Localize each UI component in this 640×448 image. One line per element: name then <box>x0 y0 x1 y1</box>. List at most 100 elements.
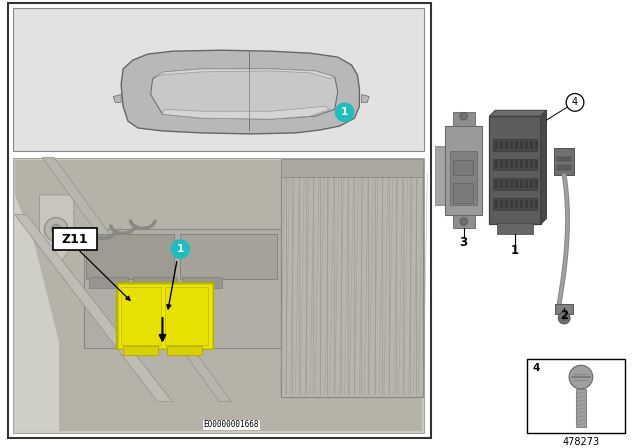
Circle shape <box>558 312 570 324</box>
Bar <box>493 159 536 170</box>
Bar <box>530 200 532 208</box>
Circle shape <box>566 94 584 111</box>
Bar <box>520 180 523 188</box>
Circle shape <box>569 365 593 389</box>
Circle shape <box>51 224 61 234</box>
Bar <box>525 180 528 188</box>
Bar <box>576 389 586 427</box>
Bar <box>510 141 513 149</box>
Bar <box>534 200 538 208</box>
Bar <box>505 160 508 168</box>
Bar <box>493 198 536 210</box>
Bar <box>435 146 447 205</box>
Bar <box>554 148 574 175</box>
Bar <box>495 180 498 188</box>
Bar <box>490 116 541 224</box>
Bar <box>534 180 538 188</box>
Bar <box>118 284 212 348</box>
Polygon shape <box>15 215 172 402</box>
Polygon shape <box>163 106 330 119</box>
Bar <box>495 200 498 208</box>
Bar <box>557 156 571 161</box>
Polygon shape <box>541 110 547 224</box>
Polygon shape <box>362 95 369 103</box>
Bar <box>530 160 532 168</box>
Bar <box>13 8 424 151</box>
Text: 1: 1 <box>341 107 348 117</box>
Text: 4: 4 <box>532 363 540 373</box>
FancyBboxPatch shape <box>53 228 97 250</box>
Bar <box>530 141 532 149</box>
Circle shape <box>44 218 68 241</box>
Polygon shape <box>155 69 335 79</box>
Bar <box>515 141 518 149</box>
Bar <box>500 180 503 188</box>
Bar <box>453 215 475 228</box>
Bar <box>520 200 523 208</box>
Bar <box>15 160 422 431</box>
Bar <box>117 283 212 349</box>
Text: 3: 3 <box>460 236 468 249</box>
Bar <box>534 141 538 149</box>
Bar <box>86 234 174 279</box>
Circle shape <box>170 239 190 259</box>
Bar <box>165 287 208 345</box>
Bar <box>84 229 280 348</box>
Bar <box>453 160 472 175</box>
Bar <box>525 141 528 149</box>
Bar <box>515 160 518 168</box>
Bar <box>510 160 513 168</box>
Bar <box>515 180 518 188</box>
Bar <box>525 160 528 168</box>
Polygon shape <box>121 50 360 134</box>
Polygon shape <box>150 69 338 119</box>
Text: 1: 1 <box>511 244 519 257</box>
Bar <box>493 139 536 151</box>
Bar <box>495 160 498 168</box>
Bar <box>453 112 475 126</box>
Bar <box>88 277 128 289</box>
Bar <box>168 345 202 355</box>
Bar <box>182 277 221 289</box>
Bar <box>520 160 523 168</box>
Polygon shape <box>490 110 547 116</box>
Text: 2: 2 <box>560 309 568 322</box>
Circle shape <box>460 112 468 120</box>
Bar <box>500 200 503 208</box>
Bar <box>280 159 424 177</box>
Polygon shape <box>113 95 121 103</box>
Bar <box>280 170 424 397</box>
Bar <box>495 141 498 149</box>
Bar <box>13 158 424 433</box>
Bar <box>497 223 532 234</box>
Bar <box>500 160 503 168</box>
Bar <box>515 200 518 208</box>
Bar <box>510 180 513 188</box>
Bar <box>133 277 177 289</box>
Circle shape <box>561 315 567 321</box>
Bar <box>445 126 483 215</box>
Bar <box>450 151 477 205</box>
Bar <box>453 183 472 203</box>
Bar <box>534 160 538 168</box>
Circle shape <box>460 218 468 225</box>
Text: 4: 4 <box>572 97 578 108</box>
Bar <box>510 200 513 208</box>
Bar <box>505 200 508 208</box>
Bar <box>493 178 536 190</box>
Bar <box>180 234 276 279</box>
Polygon shape <box>42 158 232 402</box>
Bar <box>505 180 508 188</box>
Bar <box>505 141 508 149</box>
Text: EO0000001668: EO0000001668 <box>204 420 259 429</box>
Text: 478273: 478273 <box>563 437 600 447</box>
Text: Z11: Z11 <box>61 233 88 246</box>
Polygon shape <box>15 195 59 431</box>
Bar <box>530 180 532 188</box>
Bar <box>520 141 523 149</box>
Circle shape <box>335 103 355 122</box>
Bar <box>525 200 528 208</box>
Bar <box>500 141 503 149</box>
Bar <box>527 359 625 433</box>
Polygon shape <box>40 195 74 264</box>
